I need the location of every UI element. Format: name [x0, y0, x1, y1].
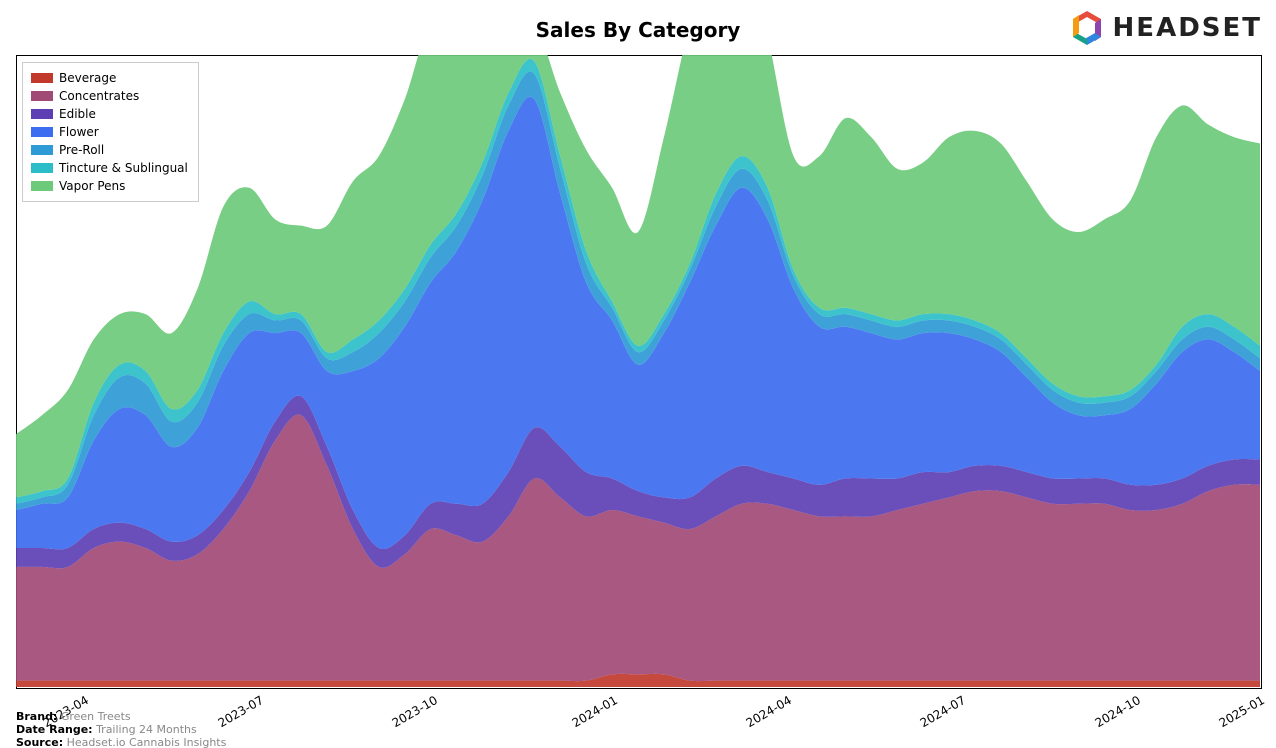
footer-brand-label: Brand: [16, 710, 57, 723]
footer-range-label: Date Range: [16, 723, 93, 736]
footer-source-value: Headset.io Cannabis Insights [67, 736, 227, 748]
legend-label: Beverage [59, 69, 116, 87]
legend-swatch [31, 127, 53, 137]
headset-logo-text: HEADSET [1113, 13, 1262, 43]
legend-item: Edible [31, 105, 188, 123]
legend-swatch [31, 109, 53, 119]
footer-range-value: Trailing 24 Months [96, 723, 197, 736]
x-tick-label: 2024-07 [918, 693, 968, 730]
footer-brand-value: Green Treets [61, 710, 131, 723]
chart-footer: Brand: Green Treets Date Range: Trailing… [16, 710, 226, 748]
legend-item: Tincture & Sublingual [31, 159, 188, 177]
legend-label: Pre-Roll [59, 141, 104, 159]
legend-label: Tincture & Sublingual [59, 159, 188, 177]
legend-item: Concentrates [31, 87, 188, 105]
footer-brand: Brand: Green Treets [16, 710, 226, 723]
chart-container: Sales By Category HEADSET BeverageConcen… [0, 0, 1276, 748]
footer-range: Date Range: Trailing 24 Months [16, 723, 226, 736]
area-chart [16, 55, 1260, 687]
x-tick-label: 2023-10 [389, 693, 439, 730]
legend-swatch [31, 163, 53, 173]
legend-item: Pre-Roll [31, 141, 188, 159]
legend-swatch [31, 73, 53, 83]
legend: BeverageConcentratesEdibleFlowerPre-Roll… [22, 62, 199, 202]
footer-source-label: Source: [16, 736, 63, 748]
footer-source: Source: Headset.io Cannabis Insights [16, 736, 226, 748]
legend-swatch [31, 181, 53, 191]
legend-label: Vapor Pens [59, 177, 125, 195]
x-tick-label: 2024-10 [1092, 693, 1142, 730]
legend-label: Edible [59, 105, 96, 123]
headset-logo: HEADSET [1067, 8, 1262, 48]
legend-swatch [31, 91, 53, 101]
x-tick-label: 2025-01 [1217, 693, 1267, 730]
legend-label: Concentrates [59, 87, 139, 105]
headset-logo-icon [1067, 8, 1107, 48]
legend-item: Flower [31, 123, 188, 141]
legend-label: Flower [59, 123, 99, 141]
x-tick-label: 2024-01 [570, 693, 620, 730]
x-tick-label: 2024-04 [744, 693, 794, 730]
legend-item: Vapor Pens [31, 177, 188, 195]
legend-swatch [31, 145, 53, 155]
legend-item: Beverage [31, 69, 188, 87]
